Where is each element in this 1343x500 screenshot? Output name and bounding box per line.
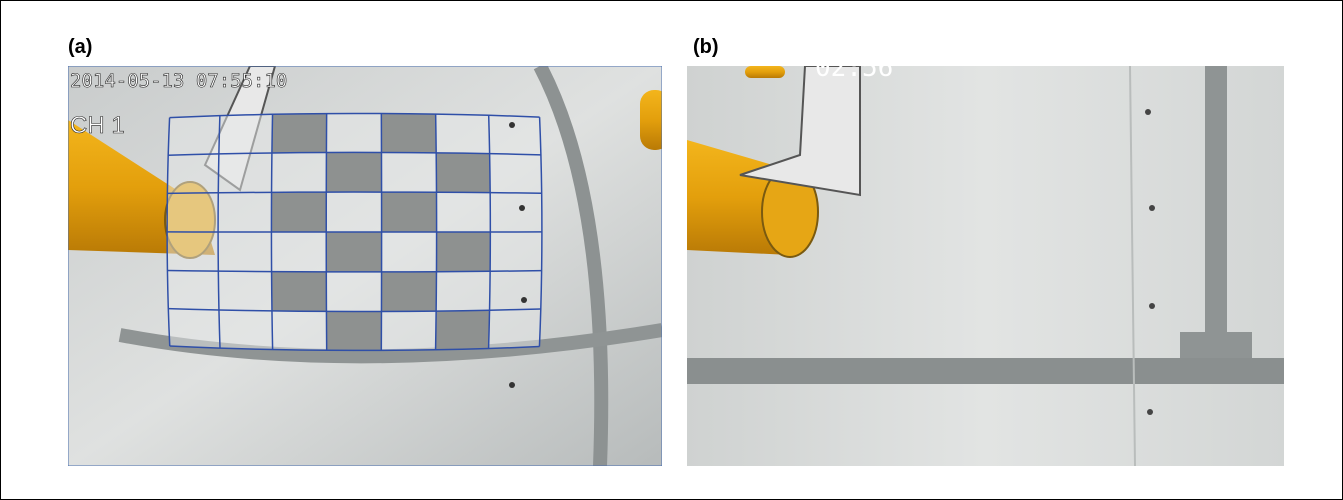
timestamp-overlay: 2014-05-13 07:55:10 bbox=[70, 70, 287, 92]
checker-cell bbox=[489, 115, 541, 155]
checker-cell bbox=[326, 272, 381, 312]
figure-images: 2014-05-13 07:55:10 CH 1 02:56 bbox=[0, 0, 1343, 500]
checker-cell bbox=[167, 154, 219, 194]
checker-cell bbox=[167, 270, 219, 310]
checker-cell bbox=[271, 192, 326, 232]
checker-cell bbox=[272, 311, 327, 350]
checker-cell bbox=[167, 232, 218, 271]
checker-cell bbox=[272, 153, 327, 193]
checker-cell bbox=[326, 311, 381, 350]
checker-cell bbox=[218, 271, 272, 311]
checker-cell bbox=[490, 271, 542, 311]
checker-cell bbox=[167, 193, 218, 232]
checker-cell bbox=[272, 272, 327, 312]
checker-cell bbox=[326, 232, 381, 272]
fisheye-image: 2014-05-13 07:55:10 CH 1 bbox=[68, 66, 670, 466]
checker-cell bbox=[168, 116, 220, 156]
checker-cell bbox=[436, 192, 490, 232]
checker-cell bbox=[436, 153, 490, 193]
checker-cell bbox=[219, 310, 273, 350]
checker-cell bbox=[381, 114, 436, 153]
checker-cell bbox=[326, 152, 381, 192]
checker-cell bbox=[436, 310, 490, 350]
checker-cell bbox=[490, 193, 542, 232]
checker-cell bbox=[219, 114, 273, 154]
checker-cell bbox=[489, 309, 541, 349]
timestamp-overlay: 02:56 bbox=[815, 53, 893, 83]
checker-cell bbox=[326, 192, 381, 232]
checker-cell bbox=[218, 192, 271, 232]
checker-cell bbox=[436, 271, 490, 311]
checker-cell bbox=[381, 311, 436, 350]
checker-cell bbox=[490, 232, 542, 271]
checker-cell bbox=[382, 192, 437, 232]
checker-cell bbox=[381, 152, 436, 192]
checker-cell bbox=[490, 154, 542, 194]
checker-cell bbox=[436, 114, 490, 154]
checker-cell bbox=[218, 232, 271, 272]
corrected-image: 02:56 bbox=[687, 53, 1284, 466]
checker-cell bbox=[218, 153, 272, 193]
checker-cell bbox=[272, 114, 327, 153]
channel-overlay: CH 1 bbox=[70, 112, 125, 139]
checker-cell bbox=[271, 232, 326, 272]
checker-cell bbox=[382, 232, 437, 272]
figure-page: (a) (b) 2014-05-13 07:55:10 CH 1 bbox=[0, 0, 1343, 500]
checker-cell bbox=[381, 272, 436, 312]
checker-cell bbox=[168, 309, 220, 349]
checker-cell bbox=[326, 114, 381, 153]
checker-cell bbox=[436, 232, 490, 272]
